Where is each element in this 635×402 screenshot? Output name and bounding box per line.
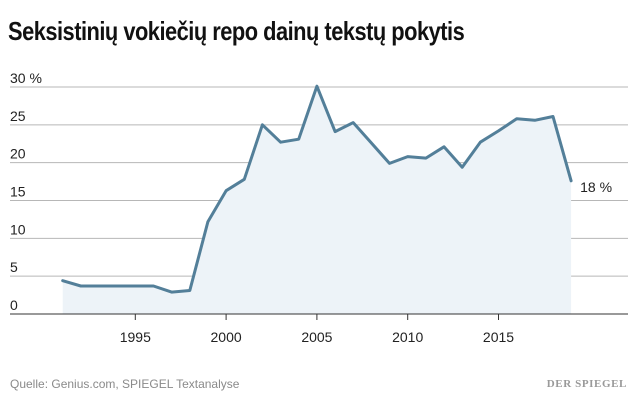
x-axis-ticks: 1995 2000 2005 2010 2015 <box>120 314 514 345</box>
chart-title: Seksistinių vokiečių repo dainų tekstų p… <box>8 16 465 46</box>
y-axis-ticks: 0 5 10 15 20 25 30 % <box>10 70 42 313</box>
data-line <box>61 84 573 294</box>
x-tick-label: 2000 <box>211 329 242 345</box>
y-tick-label: 15 <box>10 184 26 200</box>
x-tick-label: 2010 <box>392 329 423 345</box>
y-tick-label: 20 <box>10 146 26 162</box>
area-fill <box>62 86 572 314</box>
source-note: Quelle: Genius.com, SPIEGEL Textanalyse <box>10 377 240 391</box>
y-tick-label: 0 <box>10 297 18 313</box>
end-value-label: 18 % <box>580 179 612 195</box>
y-tick-label: 10 <box>10 221 26 237</box>
y-tick-label: 25 <box>10 108 26 124</box>
x-tick-label: 2015 <box>483 329 514 345</box>
x-tick-label: 2005 <box>301 329 332 345</box>
publisher-logo: DER SPIEGEL <box>546 378 627 390</box>
y-tick-label: 30 % <box>10 70 42 86</box>
y-tick-label: 5 <box>10 259 18 275</box>
x-tick-label: 1995 <box>120 329 151 345</box>
